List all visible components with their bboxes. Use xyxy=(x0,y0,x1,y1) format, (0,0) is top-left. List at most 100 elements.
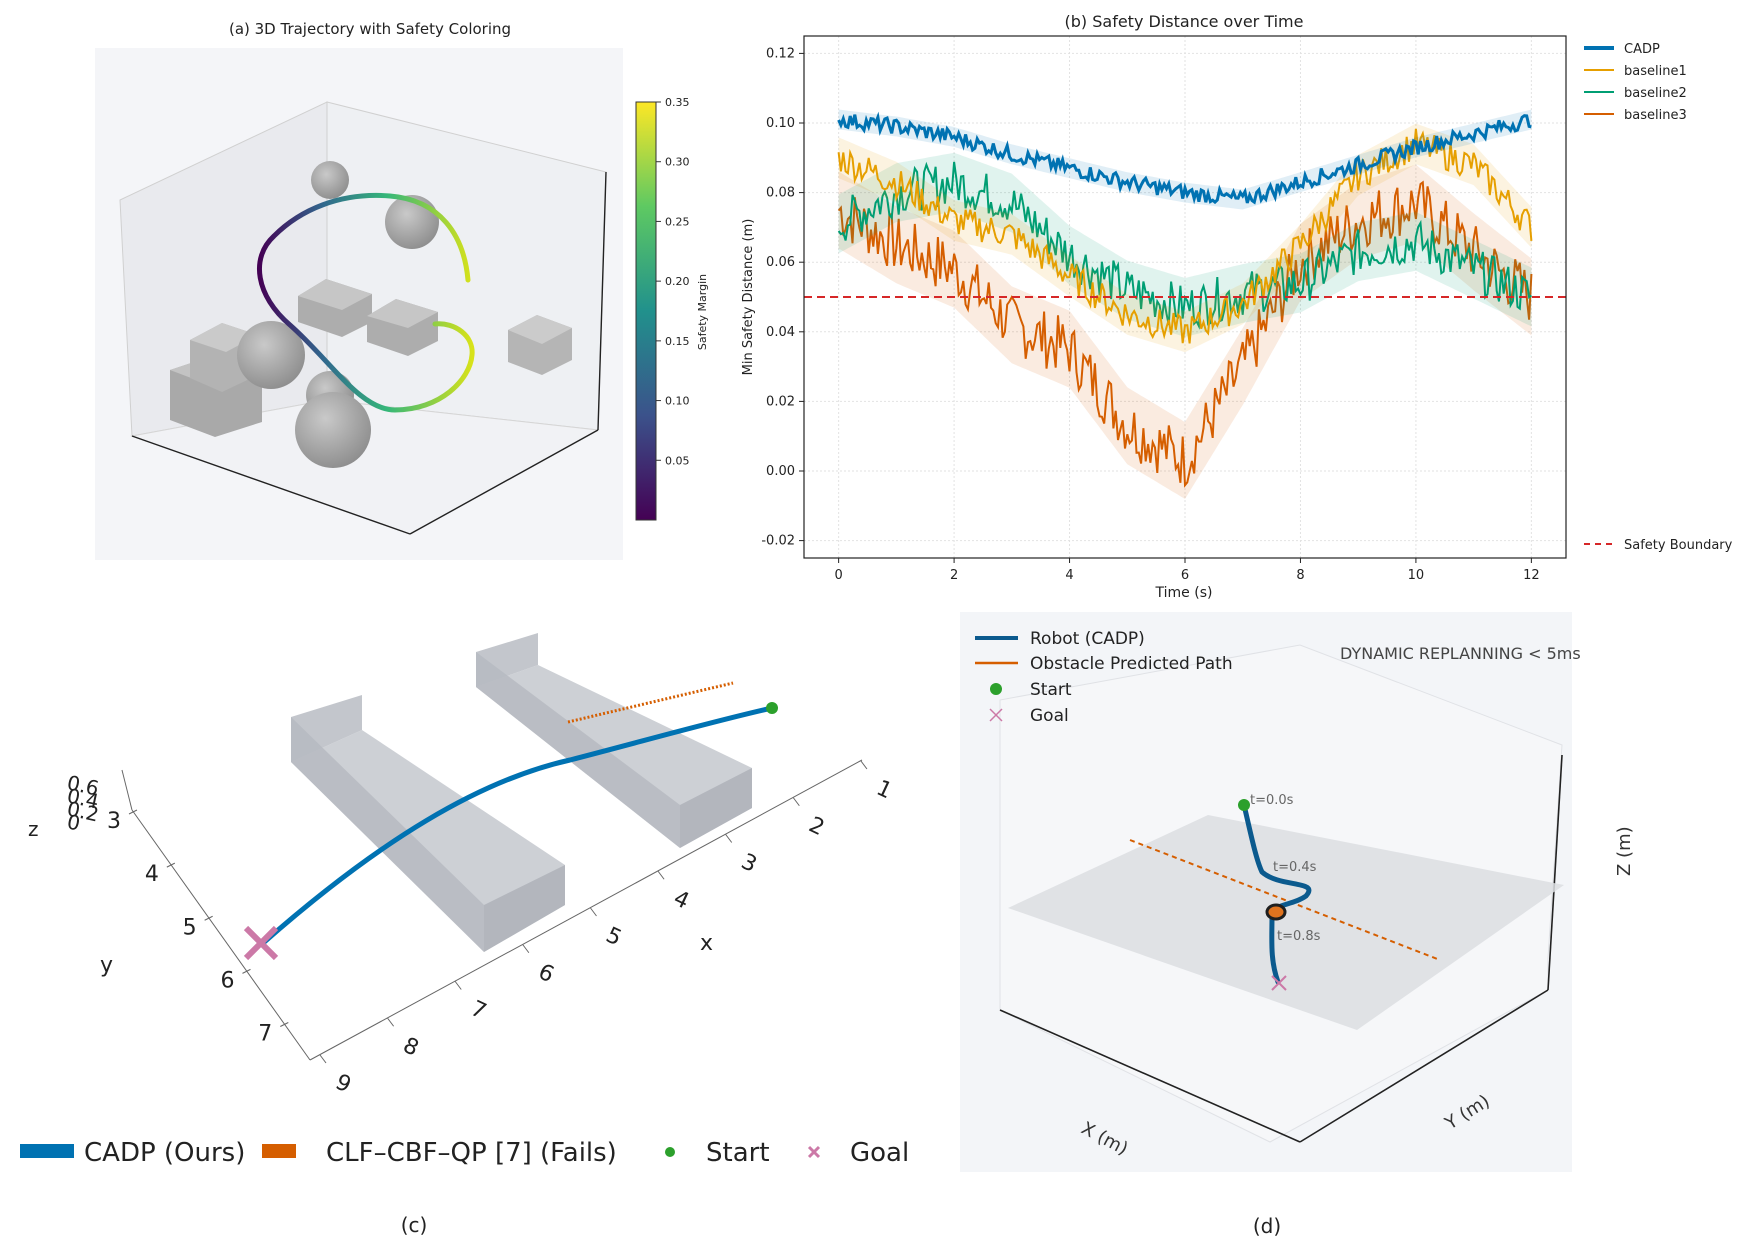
panel-a-z-axis xyxy=(597,171,607,431)
x-tick-mark xyxy=(860,760,868,770)
y-tick-label: 0.08 xyxy=(766,186,795,201)
x-tick-label: 2 xyxy=(950,568,958,583)
legend-swatch-start xyxy=(990,683,1002,695)
panel-c-y-axis xyxy=(131,809,311,1061)
panel-d-ground-plane xyxy=(1008,815,1564,1030)
panel-b-x-label: Time (s) xyxy=(1155,585,1213,601)
panel-d-dynamic-replanning: t=0.0s t=0.4s t=0.8s DYNAMIC REPLANNING … xyxy=(960,612,1635,1238)
y-tick-mark xyxy=(242,968,251,974)
x-tick-label: 1 xyxy=(872,776,895,805)
panel-a-3d-trajectory: (a) 3D Trajectory with Safety Coloring xyxy=(95,20,709,560)
legend-label-baseline3: baseline3 xyxy=(1624,108,1687,123)
legend-swatch-cadp xyxy=(20,1144,74,1158)
panel-a-box-obstacle xyxy=(298,279,372,337)
panel-a-box-obstacle xyxy=(367,299,438,356)
panel-b-y-label: Min Safety Distance (m) xyxy=(741,219,756,376)
x-tick-label: 7 xyxy=(467,996,490,1025)
y-tick-label: 0.02 xyxy=(766,394,795,409)
panel-c-caption: (c) xyxy=(401,1213,428,1237)
colorbar-tick-label: 0.35 xyxy=(665,96,690,109)
colorbar-tick-label: 0.05 xyxy=(665,454,690,467)
legend-label: Obstacle Predicted Path xyxy=(1030,654,1233,674)
x-tick-label: 3 xyxy=(737,849,760,878)
panel-d-goal-marker xyxy=(1271,975,1287,991)
legend-swatch-goal xyxy=(989,708,1003,722)
colorbar-tick-label: 0.20 xyxy=(665,275,690,288)
legend-label: Robot (CADP) xyxy=(1030,629,1145,649)
panel-a-colorbar-label: Safety Margin xyxy=(696,274,709,350)
legend-label: Start xyxy=(1030,680,1072,700)
x-tick-mark xyxy=(590,907,597,917)
x-tick-label: 4 xyxy=(670,886,693,915)
series-line-baseline1 xyxy=(837,128,1533,344)
colorbar-tick-label: 0.25 xyxy=(665,215,690,228)
panel-d-time-label: t=0.4s xyxy=(1273,860,1317,875)
y-tick-label: -0.02 xyxy=(761,534,795,549)
panel-c-goal-marker xyxy=(243,925,279,961)
legend-swatch-start xyxy=(665,1147,675,1157)
x-tick-mark xyxy=(725,834,733,843)
legend-label-CADP: CADP xyxy=(1624,42,1660,57)
y-tick-mark xyxy=(128,809,138,815)
y-tick-mark xyxy=(280,1022,289,1027)
panel-b-series-group xyxy=(804,109,1566,499)
panel-b-y-ticks: -0.02 0.00 0.02 0.04 0.06 0.08 0.10 0.12 xyxy=(761,46,804,549)
panel-d-x-axis xyxy=(999,1009,1301,1143)
panel-d-time-label: t=0.0s xyxy=(1250,793,1294,808)
panel-d-banner: DYNAMIC REPLANNING < 5ms xyxy=(1340,644,1581,663)
y-tick-label: 7 xyxy=(258,1022,272,1047)
y-tick-mark xyxy=(204,915,213,921)
panel-a-sphere-obstacle xyxy=(295,392,371,468)
y-tick-label: 0.06 xyxy=(766,255,795,270)
x-tick-mark xyxy=(454,981,462,990)
y-tick-label: 3 xyxy=(107,809,121,834)
panel-d-z-axis xyxy=(1547,754,1563,991)
series-band-baseline2 xyxy=(838,152,1532,337)
panel-a-colorbar-ticks: 0.35 0.30 0.25 0.20 0.15 0.10 0.05 xyxy=(656,96,690,467)
panel-b-safety-chart: (b) Safety Distance over Time 0 2 4 6 8 10 12 … xyxy=(741,12,1733,601)
legend-swatch-goal xyxy=(807,1145,821,1159)
x-tick-label: 2 xyxy=(805,813,828,842)
colorbar-tick-label: 0.30 xyxy=(665,156,690,169)
panel-d-robot-path xyxy=(1241,802,1312,985)
legend-label-cadp: CADP (Ours) xyxy=(84,1138,245,1168)
panel-b-x-ticks: 0 2 4 6 8 10 12 xyxy=(834,558,1540,583)
panel-d-y-axis xyxy=(1299,989,1549,1143)
series-band-baseline3 xyxy=(838,164,1532,499)
x-tick-label: 6 xyxy=(1181,568,1189,583)
x-tick-mark xyxy=(522,944,530,954)
panel-a-y-axis xyxy=(409,429,599,535)
panel-c-x-label: x xyxy=(700,931,713,956)
legend-label-baseline1: baseline1 xyxy=(1624,64,1687,79)
x-tick-label: 4 xyxy=(1065,568,1073,583)
x-tick-label: 12 xyxy=(1523,568,1540,583)
y-tick-label: 6 xyxy=(220,968,234,993)
legend-label-baseline2: baseline2 xyxy=(1624,86,1687,101)
y-tick-label: 0.04 xyxy=(766,325,795,340)
panel-d-caption: (d) xyxy=(1253,1214,1281,1238)
legend-swatch-clf-cbf-qp xyxy=(262,1144,296,1158)
x-tick-label: 5 xyxy=(602,923,625,952)
panel-c-z-ticks: 00.20.40.6 xyxy=(65,770,101,835)
x-tick-mark xyxy=(387,1017,395,1027)
panel-d-time-label: t=0.8s xyxy=(1277,929,1321,944)
z-tick-label: 0 xyxy=(65,809,82,835)
x-tick-mark xyxy=(792,797,800,807)
panel-a-sphere-obstacle xyxy=(311,161,349,199)
colorbar-tick-label: 0.10 xyxy=(665,395,690,408)
colorbar-tick-label: 0.15 xyxy=(665,335,690,348)
panel-a-colorbar xyxy=(635,101,657,521)
panel-a-title: (a) 3D Trajectory with Safety Coloring xyxy=(229,20,511,38)
y-tick-label: 5 xyxy=(183,915,197,940)
legend-label-clf-cbf-qp: CLF–CBF–QP [7] (Fails) xyxy=(326,1138,617,1168)
legend-label-goal: Goal xyxy=(850,1138,909,1168)
series-line-CADP xyxy=(837,111,1532,205)
x-tick-label: 9 xyxy=(331,1070,354,1099)
panel-d-obstacle-predicted-path xyxy=(1129,839,1441,961)
x-tick-label: 10 xyxy=(1408,568,1425,583)
panel-c-wall-obstacle xyxy=(291,695,565,952)
panel-c-y-ticks: 3 4 5 6 7 xyxy=(107,809,289,1047)
x-tick-mark xyxy=(319,1054,327,1064)
